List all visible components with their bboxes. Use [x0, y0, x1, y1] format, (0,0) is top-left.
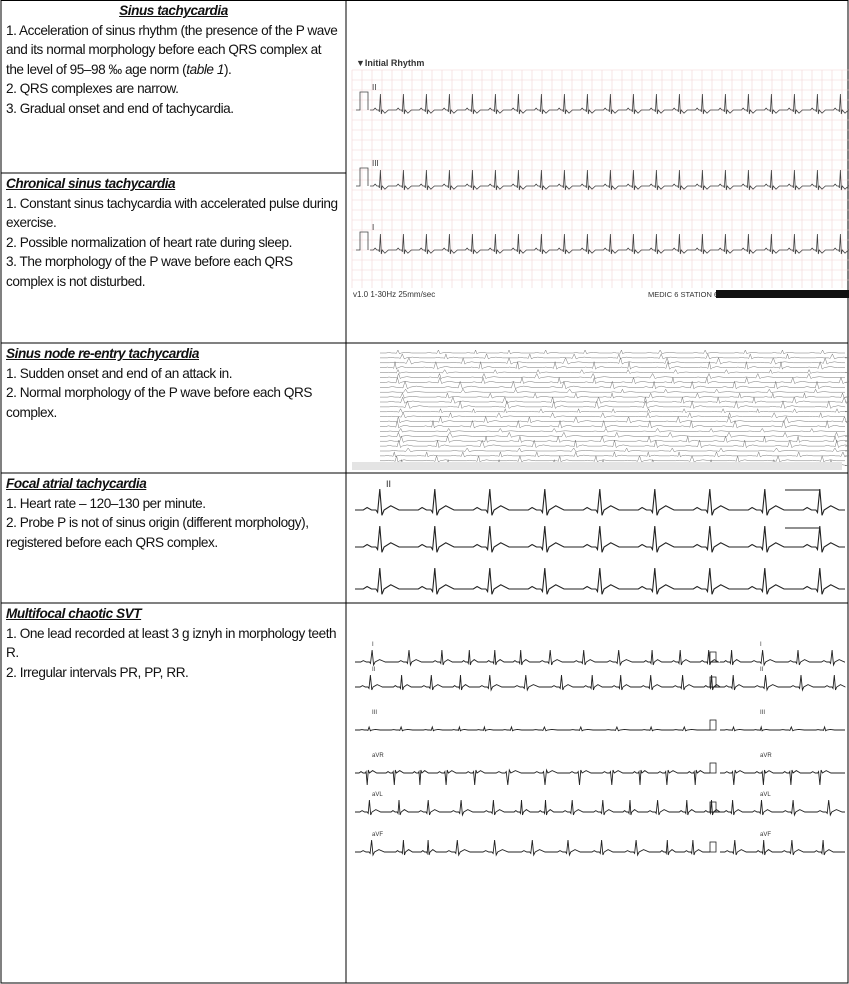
ecg-trace: [380, 417, 849, 423]
page: ▼Initial RhythmIIIIIIv1.0 1-30Hz 25mm/se…: [0, 0, 849, 984]
ecg-trace: [380, 436, 849, 442]
ecg-header: ▼Initial Rhythm: [356, 58, 424, 68]
text-cell: Focal atrial tachycardia 1. Heart rate – …: [1, 473, 346, 603]
ecg-footer: v1.0 1-30Hz 25mm/sec: [353, 290, 435, 299]
lead-label: aVL: [760, 792, 771, 798]
ecg-trace: [380, 413, 845, 418]
ecg-trace: [380, 354, 849, 359]
item-italic: table 1: [186, 62, 224, 77]
list-item: 2. QRS complexes are narrow.: [6, 79, 341, 99]
item-text-end: ).: [224, 62, 231, 77]
item-text: 2. Irregular intervals PR, PP, RR.: [6, 665, 188, 680]
section-title: Focal atrial tachycardia: [6, 474, 341, 494]
section-title: Chronical sinus tachycardia: [6, 174, 341, 194]
item-text: 2. Normal morphology of the P wave befor…: [6, 385, 312, 420]
list-item: 3. The morphology of the P wave before e…: [6, 252, 341, 291]
ecg-trace: [720, 800, 845, 815]
ecg-trace: [355, 489, 845, 515]
item-text: 3. The morphology of the P wave before e…: [6, 254, 293, 289]
item-text: 2. Possible normalization of heart rate …: [6, 235, 292, 250]
item-text: 1. Constant sinus tachycardia with accel…: [6, 196, 338, 231]
ecg-trace: [380, 393, 849, 398]
list-item: 2. Possible normalization of heart rate …: [6, 233, 341, 253]
lead-label: aVR: [372, 753, 384, 759]
lead-label: II: [760, 667, 764, 673]
section-title: Sinus tachycardia: [6, 1, 341, 21]
ecg-trace: [380, 409, 849, 413]
lead-label: I: [372, 642, 374, 648]
list-item: 1. Heart rate – 120–130 per minute.: [6, 494, 341, 514]
ecg-trace: [355, 568, 845, 594]
ecg-trace: [380, 397, 849, 403]
item-text: 3. Gradual onset and end of tachycardia.: [6, 101, 234, 116]
text-cell: Sinus node re-entry tachycardia 1. Sudden…: [1, 343, 346, 473]
item-text: 1. Acceleration of sinus rhythm (the pre…: [6, 23, 337, 77]
ecg-trace: [380, 381, 845, 389]
lead-label: aVR: [760, 753, 772, 759]
ecg-trace: [355, 800, 720, 815]
lead-label: II: [386, 479, 391, 489]
list-item: 1. Sudden onset and end of an attack in.: [6, 364, 341, 384]
ecg-trace: [720, 840, 845, 855]
item-text: 2. Probe P is not of sinus origin (diffe…: [6, 515, 309, 550]
item-text: 1. Heart rate – 120–130 per minute.: [6, 496, 206, 511]
ecg-trace: [380, 377, 849, 383]
item-text: 1. Sudden onset and end of an attack in.: [6, 366, 232, 381]
item-text: 2. QRS complexes are narrow.: [6, 81, 179, 96]
list-item: 1. One lead recorded at least 3 g iznyh …: [6, 624, 341, 663]
ecg-trace: [355, 840, 710, 855]
ecg-trace: [720, 675, 845, 690]
lead-label: III: [372, 710, 377, 716]
calibration: [710, 720, 716, 730]
ecg-trace: [380, 358, 845, 364]
calibration: [710, 842, 716, 852]
lead-label: III: [372, 159, 379, 168]
lead-label: aVL: [372, 792, 383, 798]
ecg-trace: [355, 650, 719, 665]
lead-label: I: [760, 642, 762, 648]
ecg-trace: [380, 448, 849, 452]
ecg-trace: [355, 727, 710, 731]
lead-label: II: [372, 83, 376, 92]
list-item: 2. Probe P is not of sinus origin (diffe…: [6, 513, 341, 552]
ecg-trace: [380, 389, 845, 393]
list-item: 3. Gradual onset and end of tachycardia.: [6, 99, 341, 119]
lead-label: I: [372, 223, 374, 232]
ecg-trace: [380, 350, 845, 354]
ecg-trace: [380, 456, 845, 462]
ecg-trace: [355, 526, 845, 552]
section-title: Multifocal chaotic SVT: [6, 604, 341, 624]
ecg-trace: [380, 428, 845, 432]
ecg-trace: [380, 370, 849, 374]
list-item: 2. Normal morphology of the P wave befor…: [6, 383, 341, 422]
ecg-trace: [720, 650, 845, 665]
ecg-footer-bar: [716, 290, 849, 298]
calibration: [710, 763, 716, 773]
ecg-trace: [355, 770, 710, 785]
ecg-footer: MEDIC 6 STATION 6: [648, 290, 718, 299]
lead-label: aVF: [760, 832, 771, 838]
ecg-trace: [720, 770, 845, 785]
section-title: Sinus node re-entry tachycardia: [6, 344, 341, 364]
ecg-trace: [355, 675, 720, 690]
list-item: 2. Irregular intervals PR, PP, RR.: [6, 663, 341, 683]
ecg-trace: [380, 374, 845, 379]
ecg-trace: [380, 452, 849, 457]
ecg-trace: [380, 432, 849, 437]
lead-label: II: [372, 667, 376, 673]
ecg-trace: [720, 727, 845, 731]
caption-blur: [352, 462, 842, 470]
lead-label: aVF: [372, 832, 383, 838]
list-item: 1. Acceleration of sinus rhythm (the pre…: [6, 21, 341, 80]
item-text: 1. One lead recorded at least 3 g iznyh …: [6, 626, 336, 661]
lead-label: III: [760, 710, 765, 716]
list-item: 1. Constant sinus tachycardia with accel…: [6, 194, 341, 233]
